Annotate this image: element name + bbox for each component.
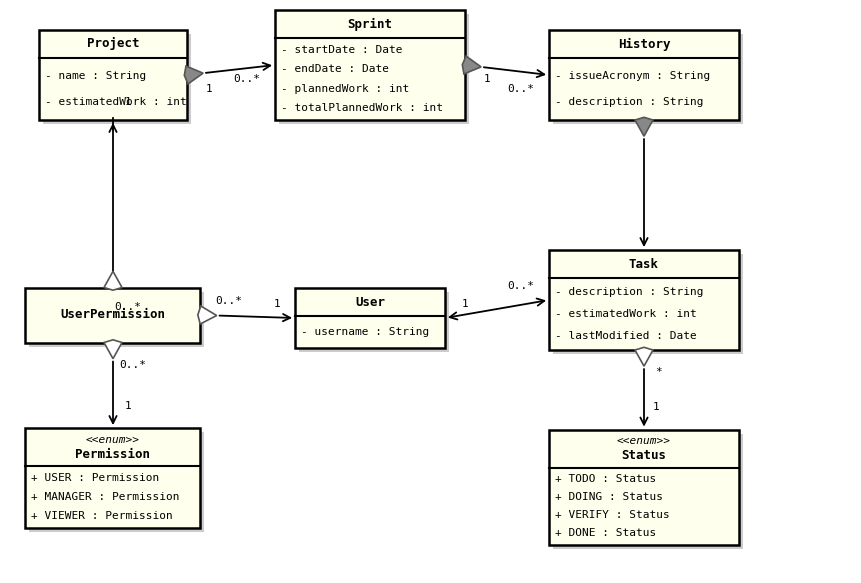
Bar xyxy=(29,432,204,532)
Bar xyxy=(299,292,449,352)
Text: Project: Project xyxy=(87,37,139,51)
Text: 0..*: 0..* xyxy=(115,303,141,312)
Bar xyxy=(553,434,742,549)
Bar xyxy=(26,428,201,528)
Text: + DOING : Status: + DOING : Status xyxy=(554,492,662,502)
Text: User: User xyxy=(355,296,385,308)
Text: - totalPlannedWork : int: - totalPlannedWork : int xyxy=(281,103,443,113)
Text: 0..*: 0..* xyxy=(233,74,260,84)
Text: - lastModified : Date: - lastModified : Date xyxy=(554,331,696,341)
Polygon shape xyxy=(461,56,480,74)
Text: History: History xyxy=(617,37,670,51)
Text: <<enum>>: <<enum>> xyxy=(86,435,139,445)
Text: Sprint: Sprint xyxy=(347,17,392,30)
Text: - startDate : Date: - startDate : Date xyxy=(281,45,402,55)
Polygon shape xyxy=(184,66,203,84)
Text: + USER : Permission: + USER : Permission xyxy=(32,473,159,483)
Polygon shape xyxy=(635,117,653,136)
Text: <<enum>>: <<enum>> xyxy=(616,437,670,447)
Text: 0..*: 0..* xyxy=(214,296,242,306)
Text: - description : String: - description : String xyxy=(554,97,703,107)
Polygon shape xyxy=(104,340,122,359)
Text: - estimatedWork : int: - estimatedWork : int xyxy=(45,97,187,107)
Text: Permission: Permission xyxy=(76,448,151,461)
Bar xyxy=(553,254,742,354)
Bar xyxy=(39,30,187,120)
Bar xyxy=(279,14,468,124)
Text: - description : String: - description : String xyxy=(554,287,703,297)
Text: + DONE : Status: + DONE : Status xyxy=(554,528,655,538)
Text: 1: 1 xyxy=(461,299,468,309)
Bar xyxy=(548,430,738,545)
Text: UserPermission: UserPermission xyxy=(60,308,165,321)
Text: 0..*: 0..* xyxy=(120,360,146,370)
Bar xyxy=(548,30,738,120)
Text: *: * xyxy=(655,367,661,377)
Text: - estimatedWork : int: - estimatedWork : int xyxy=(554,309,696,319)
Text: 1: 1 xyxy=(125,97,131,107)
Polygon shape xyxy=(197,306,216,324)
Bar xyxy=(29,292,204,346)
Bar xyxy=(548,250,738,350)
Text: Task: Task xyxy=(629,258,659,271)
Text: + MANAGER : Permission: + MANAGER : Permission xyxy=(32,492,180,502)
Text: + VERIFY : Status: + VERIFY : Status xyxy=(554,510,669,520)
Text: 1: 1 xyxy=(483,74,490,84)
Text: 1: 1 xyxy=(125,401,131,411)
Polygon shape xyxy=(635,347,653,366)
Text: 1: 1 xyxy=(652,402,659,413)
Polygon shape xyxy=(104,271,122,290)
Bar xyxy=(275,10,464,120)
Text: - name : String: - name : String xyxy=(45,71,146,80)
Bar xyxy=(553,34,742,124)
Text: + TODO : Status: + TODO : Status xyxy=(554,474,655,484)
Text: + VIEWER : Permission: + VIEWER : Permission xyxy=(32,511,173,521)
Bar xyxy=(43,34,191,124)
Text: - plannedWork : int: - plannedWork : int xyxy=(281,83,409,93)
Text: - issueAcronym : String: - issueAcronym : String xyxy=(554,71,709,80)
Bar xyxy=(294,288,444,348)
Text: Status: Status xyxy=(621,449,666,462)
Text: 1: 1 xyxy=(206,84,212,94)
Text: - username : String: - username : String xyxy=(300,327,429,337)
Text: 0..*: 0..* xyxy=(507,281,534,291)
Bar xyxy=(26,287,201,342)
Text: - endDate : Date: - endDate : Date xyxy=(281,65,388,75)
Text: 1: 1 xyxy=(273,299,280,309)
Text: 0..*: 0..* xyxy=(507,84,534,94)
